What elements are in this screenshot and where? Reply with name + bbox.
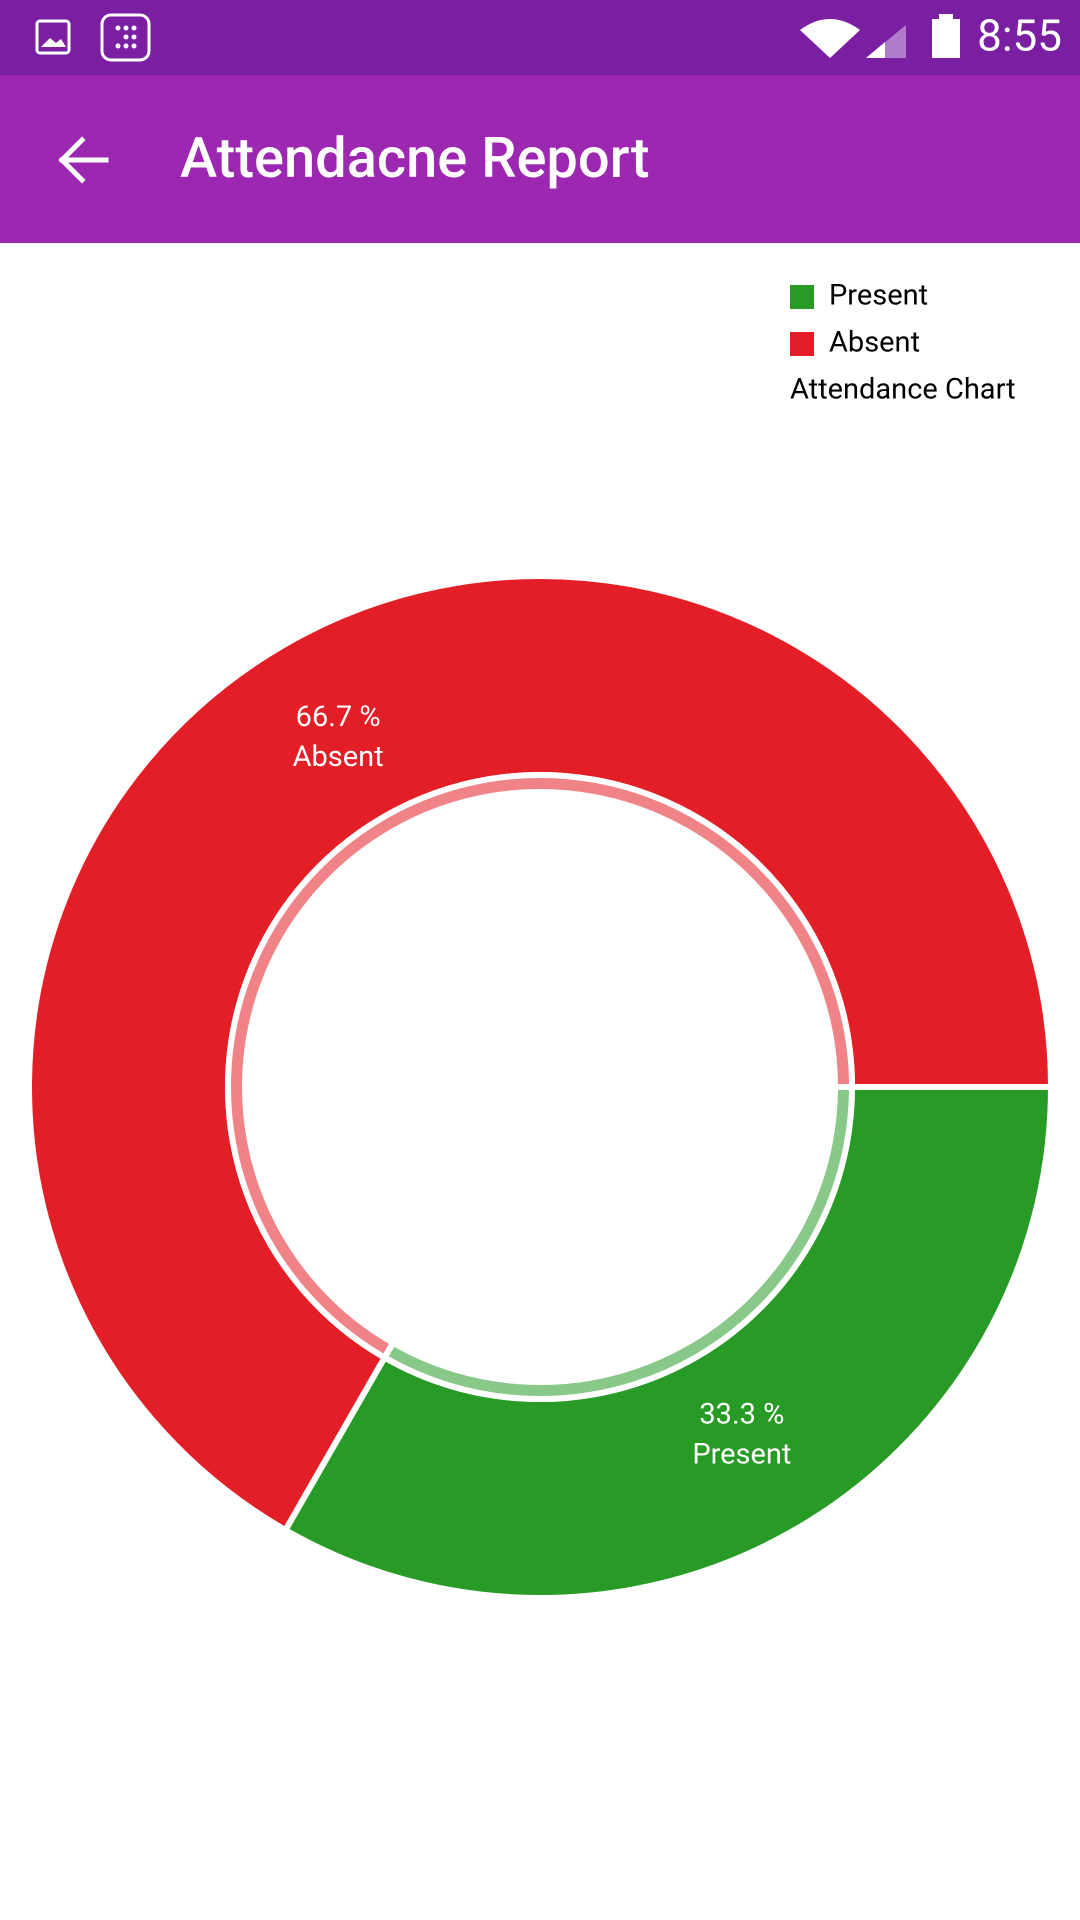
slice-value-label: 66.7 % <box>296 700 381 734</box>
back-button[interactable] <box>58 136 109 184</box>
slice-value-label: 33.3 % <box>699 1397 784 1431</box>
battery-icon <box>932 14 960 58</box>
status-icon-gallery <box>35 19 71 55</box>
chart-title: Attendance Chart <box>790 373 1016 407</box>
slice-category-label: Present <box>692 1437 791 1471</box>
slice-category-label: Absent <box>293 740 384 774</box>
wifi-icon <box>800 19 860 58</box>
chart: Present Absent Attendance Chart 33.3 % Prese… <box>26 279 1055 1601</box>
legend-swatch <box>790 332 814 356</box>
status-time: 8:55 <box>977 10 1062 62</box>
signal-icon-fill <box>866 42 885 58</box>
legend-label: Present <box>829 279 928 313</box>
status-bar <box>0 0 1080 75</box>
legend-label: Absent <box>829 326 920 360</box>
slice-inner-ring <box>225 772 856 1362</box>
slice <box>281 1084 1055 1601</box>
app-bar <box>0 75 1080 243</box>
legend-swatch <box>790 285 814 309</box>
status-icon-app <box>100 13 151 62</box>
app-bar-title: Attendacne Report <box>180 125 650 191</box>
